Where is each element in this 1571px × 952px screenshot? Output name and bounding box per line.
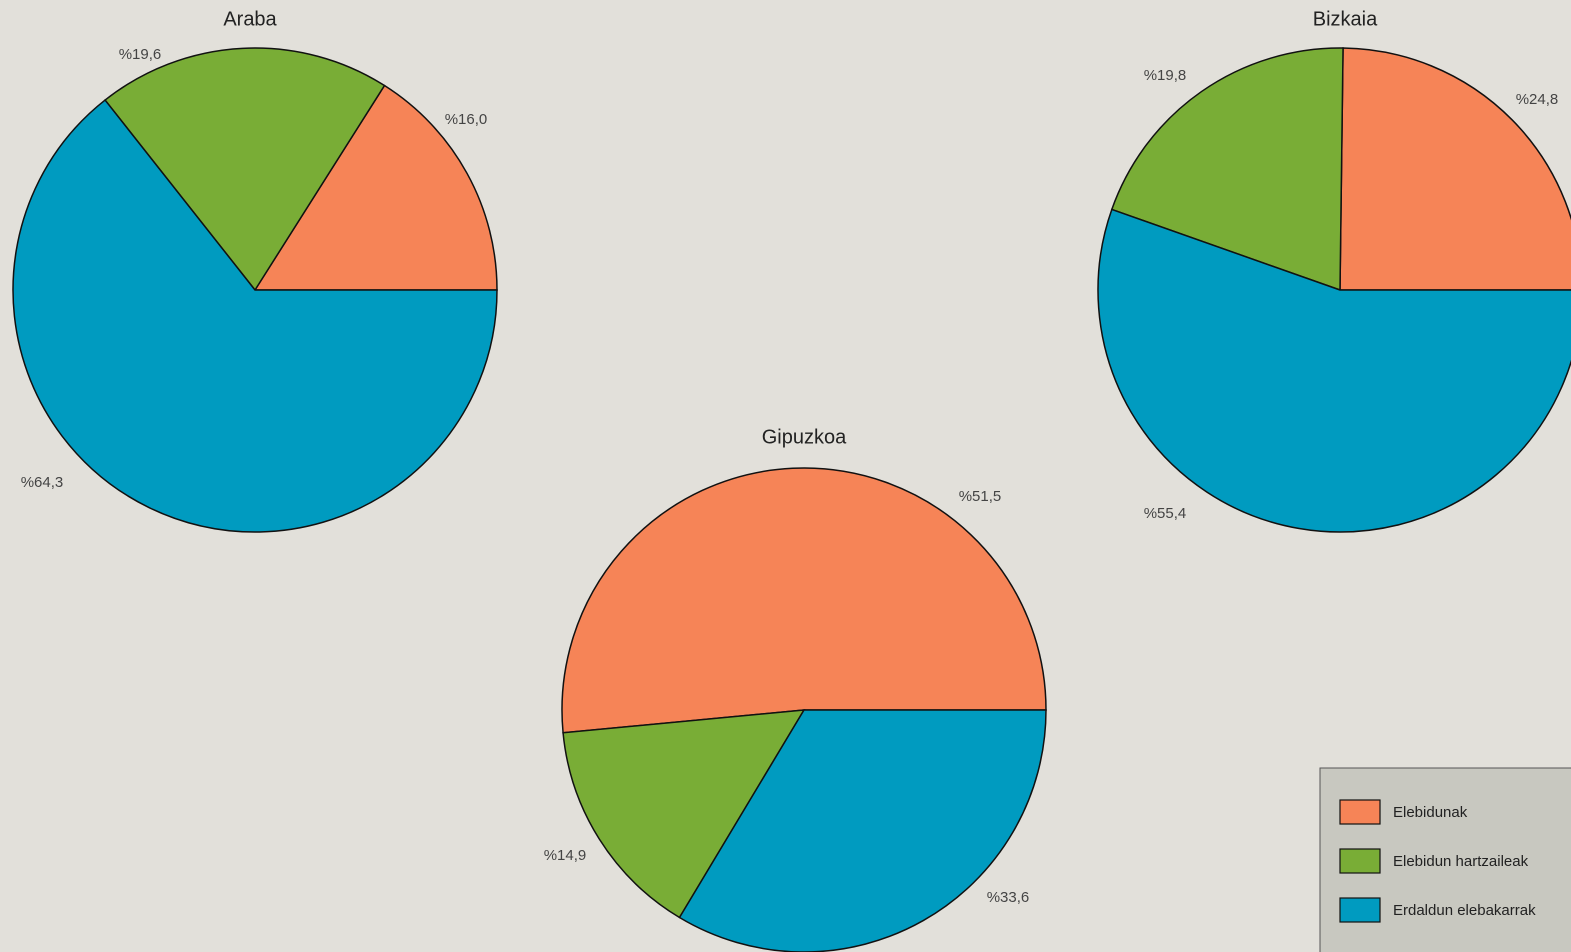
slice-label: %51,5	[959, 488, 1002, 505]
pie-title: Araba	[223, 8, 277, 30]
legend-label: Elebidun hartzaileak	[1393, 853, 1529, 870]
slice-label: %19,8	[1144, 67, 1187, 84]
pie-slice	[1339, 47, 1571, 291]
slice-label: %55,4	[1144, 505, 1187, 522]
pie-slice	[562, 709, 806, 919]
pie-slice	[1097, 208, 1571, 533]
legend-label: Erdaldun elebakarrak	[1393, 902, 1536, 919]
slice-label: %16,0	[445, 111, 488, 128]
legend-swatch	[1339, 799, 1381, 825]
slice-label: %14,9	[544, 847, 587, 864]
legend-swatch	[1339, 848, 1381, 874]
pie-slice	[678, 709, 1047, 952]
pie-slice	[253, 84, 498, 291]
pie-title: Gipuzkoa	[762, 426, 847, 448]
pie-slice	[103, 47, 386, 292]
legend-label: Elebidunak	[1393, 804, 1468, 821]
slice-label: %33,6	[987, 889, 1030, 906]
pie-slice	[561, 467, 1047, 734]
slice-label: %19,6	[119, 46, 162, 63]
slice-label: %24,8	[1516, 91, 1559, 108]
pie-slice	[12, 98, 498, 533]
legend-swatch	[1339, 897, 1381, 923]
pie-title: Bizkaia	[1313, 8, 1378, 30]
slice-label: %64,3	[21, 474, 64, 491]
